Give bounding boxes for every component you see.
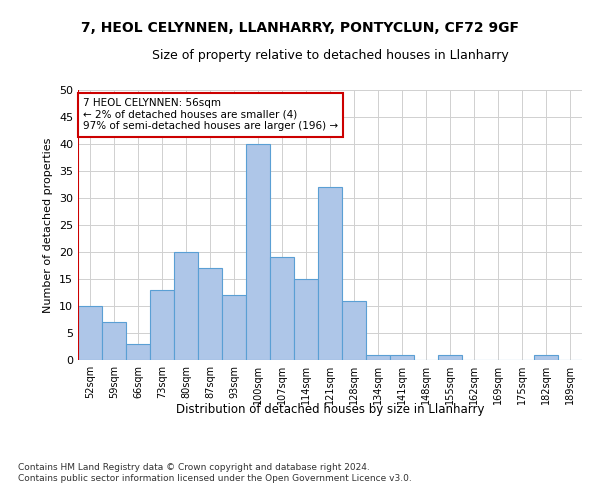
Text: 7, HEOL CELYNNEN, LLANHARRY, PONTYCLUN, CF72 9GF: 7, HEOL CELYNNEN, LLANHARRY, PONTYCLUN, … (81, 21, 519, 35)
Bar (438, 354, 462, 360)
Bar (270, 258, 294, 360)
Text: Distribution of detached houses by size in Llanharry: Distribution of detached houses by size … (176, 402, 484, 415)
Text: Contains public sector information licensed under the Open Government Licence v3: Contains public sector information licen… (18, 474, 412, 483)
Bar (150, 290, 174, 360)
Bar (294, 279, 318, 360)
Bar (246, 144, 270, 360)
Bar (174, 252, 198, 360)
Bar (222, 295, 246, 360)
Text: Contains HM Land Registry data © Crown copyright and database right 2024.: Contains HM Land Registry data © Crown c… (18, 462, 370, 471)
Title: Size of property relative to detached houses in Llanharry: Size of property relative to detached ho… (152, 50, 508, 62)
Bar (198, 268, 222, 360)
Text: 7 HEOL CELYNNEN: 56sqm
← 2% of detached houses are smaller (4)
97% of semi-detac: 7 HEOL CELYNNEN: 56sqm ← 2% of detached … (83, 98, 338, 132)
Bar (102, 322, 126, 360)
Bar (318, 187, 342, 360)
Y-axis label: Number of detached properties: Number of detached properties (43, 138, 53, 312)
Bar (534, 354, 558, 360)
Bar (342, 300, 366, 360)
Bar (390, 354, 414, 360)
Bar (126, 344, 150, 360)
Bar (366, 354, 390, 360)
Bar (78, 306, 102, 360)
